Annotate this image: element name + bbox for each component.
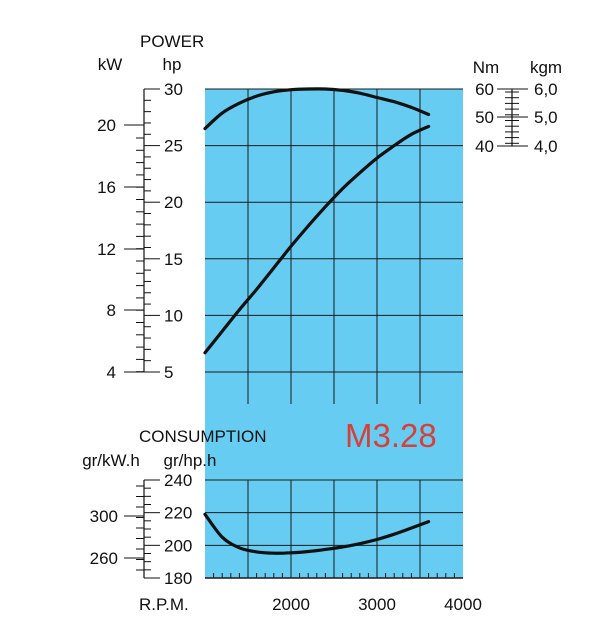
gr-kwh-axis-unit: gr/kW.h bbox=[82, 451, 140, 470]
grhph-tick-label: 220 bbox=[164, 504, 192, 523]
kgm-tick-label: 6,0 bbox=[534, 80, 558, 99]
consumption-curve bbox=[203, 512, 431, 555]
gr-hph-axis-unit: gr/hp.h bbox=[164, 451, 217, 470]
kw-tick-label: 4 bbox=[107, 363, 116, 382]
x-tick-label: 3000 bbox=[358, 595, 396, 614]
kw-tick-label: 12 bbox=[97, 240, 116, 259]
kw-tick-label: 20 bbox=[97, 116, 116, 135]
rpm-axis-label: R.P.M. bbox=[139, 595, 189, 614]
consumption-title: CONSUMPTION bbox=[139, 427, 267, 446]
x-tick-label: 2000 bbox=[272, 595, 310, 614]
grhph-tick-label: 180 bbox=[164, 569, 192, 588]
kw-tick-label: 16 bbox=[97, 178, 116, 197]
chart-curves bbox=[203, 87, 431, 555]
nm-tick-label: 60 bbox=[475, 80, 494, 99]
kw-tick-label: 8 bbox=[107, 301, 116, 320]
kgm-tick-label: 5,0 bbox=[534, 108, 558, 127]
nm-tick-label: 50 bbox=[475, 108, 494, 127]
chart-axes: 2000 3000 4000 5 10 15 20 25 30 4 8 12 16 20 40 4,0 50 5,… bbox=[90, 80, 558, 614]
hp-tick-label: 15 bbox=[164, 250, 183, 269]
grkwh-tick-label: 260 bbox=[90, 549, 118, 568]
model-label: M3.28 bbox=[345, 417, 437, 454]
kw-axis-unit: kW bbox=[98, 55, 123, 74]
torque-curve bbox=[203, 87, 431, 131]
x-tick-label: 4000 bbox=[444, 595, 482, 614]
hp-tick-label: 30 bbox=[164, 80, 183, 99]
grhph-tick-label: 240 bbox=[164, 471, 192, 490]
kgm-axis-unit: kgm bbox=[530, 58, 562, 77]
nm-tick-label: 40 bbox=[475, 137, 494, 156]
hp-tick-label: 5 bbox=[164, 363, 173, 382]
hp-tick-label: 10 bbox=[164, 306, 183, 325]
nm-axis-unit: Nm bbox=[473, 58, 499, 77]
power-title: POWER bbox=[140, 32, 204, 51]
grkwh-tick-label: 300 bbox=[90, 507, 118, 526]
grhph-tick-label: 200 bbox=[164, 536, 192, 555]
kgm-tick-label: 4,0 bbox=[534, 137, 558, 156]
hp-tick-label: 25 bbox=[164, 137, 183, 156]
hp-axis-unit: hp bbox=[163, 55, 182, 74]
hp-tick-label: 20 bbox=[164, 193, 183, 212]
power-curve bbox=[203, 124, 431, 355]
